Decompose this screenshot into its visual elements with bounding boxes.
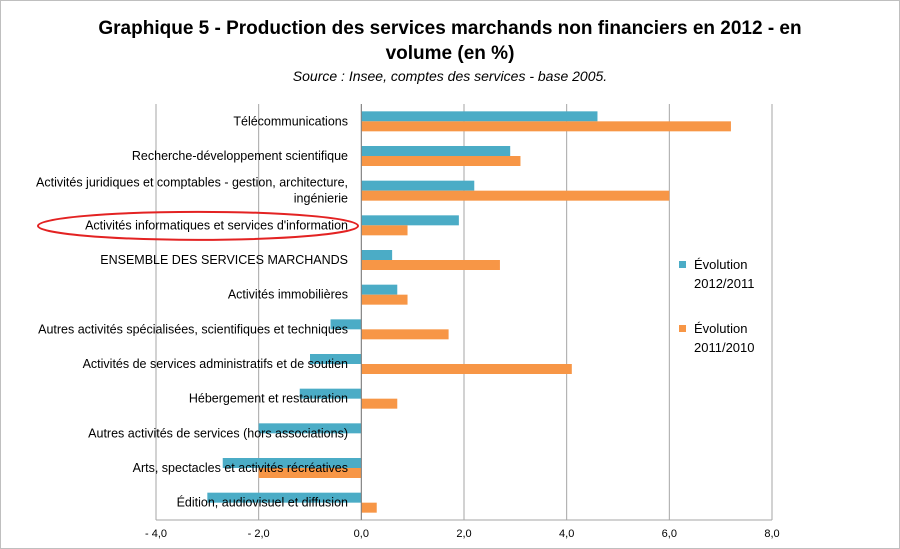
bar-evolution-2012-2011: [361, 180, 475, 191]
category-label: Arts, spectacles et activités récréative…: [133, 461, 348, 475]
x-tick-label: 4,0: [559, 528, 574, 540]
bar-evolution-2011-2010: [258, 468, 362, 478]
bar-evolution-2012-2011: [361, 284, 398, 295]
category-label: Recherche-développement scientifique: [132, 149, 348, 163]
bar-evolution-2012-2011: [361, 250, 393, 260]
x-tick-label: 2,0: [456, 528, 471, 540]
category-label: ingénierie: [294, 192, 348, 206]
x-tick-label: 8,0: [764, 528, 779, 540]
bar-evolution-2012-2011: [299, 388, 362, 399]
legend-label: Évolution: [694, 321, 747, 336]
bar-evolution-2011-2010: [361, 260, 500, 270]
legend-label: Évolution: [694, 257, 747, 272]
category-label: Autres activités de services (hors assoc…: [88, 426, 348, 440]
bar-evolution-2012-2011: [310, 354, 362, 364]
legend-label: 2011/2010: [694, 340, 755, 355]
x-tick-label: 0,0: [354, 528, 369, 540]
bar-evolution-2012-2011: [222, 458, 362, 468]
legend-swatch: [679, 261, 686, 268]
category-label: ENSEMBLE DES SERVICES MARCHANDS: [100, 253, 348, 267]
category-label: Activités immobilières: [228, 288, 348, 302]
chart-subtitle: Source : Insee, comptes des services - b…: [292, 68, 608, 84]
bar-evolution-2011-2010: [361, 294, 408, 305]
bar-evolution-2012-2011: [207, 492, 362, 503]
category-label: Activités de services administratifs et …: [83, 357, 348, 371]
chart-title: Graphique 5 - Production des services ma…: [40, 16, 860, 66]
category-label: Activités informatiques et services d'in…: [85, 218, 348, 232]
category-label: Télécommunications: [233, 114, 348, 128]
bar-evolution-2012-2011: [361, 215, 459, 226]
chart-title-line-2: volume (en %): [385, 43, 515, 64]
bar-evolution-2011-2010: [361, 156, 521, 166]
category-label: Activités juridiques et comptables - ges…: [36, 176, 348, 190]
legend-label: 2012/2011: [694, 276, 755, 291]
bar-evolution-2011-2010: [361, 225, 408, 236]
chart-title-line-1: Graphique 5 - Production des services ma…: [98, 18, 802, 39]
bar-evolution-2011-2010: [361, 121, 731, 132]
category-label: Autres activités spécialisées, scientifi…: [38, 322, 348, 336]
x-tick-label: 6,0: [662, 528, 677, 540]
bar-evolution-2012-2011: [361, 111, 598, 122]
bar-evolution-2011-2010: [361, 398, 398, 409]
bar-evolution-2011-2010: [361, 190, 670, 201]
x-tick-label: - 4,0: [145, 528, 167, 540]
x-tick-label: - 2,0: [248, 528, 270, 540]
bar-evolution-2012-2011: [330, 319, 362, 330]
category-label: Édition, audiovisuel et diffusion: [177, 495, 348, 510]
highlight-ellipse: [37, 210, 359, 241]
bar-evolution-2012-2011: [258, 423, 362, 434]
bar-evolution-2012-2011: [361, 146, 511, 156]
bar-evolution-2011-2010: [361, 502, 377, 513]
legend-swatch: [679, 325, 686, 332]
category-label: Hébergement et restauration: [189, 392, 348, 406]
bar-evolution-2011-2010: [361, 364, 572, 374]
bar-evolution-2011-2010: [361, 329, 449, 340]
